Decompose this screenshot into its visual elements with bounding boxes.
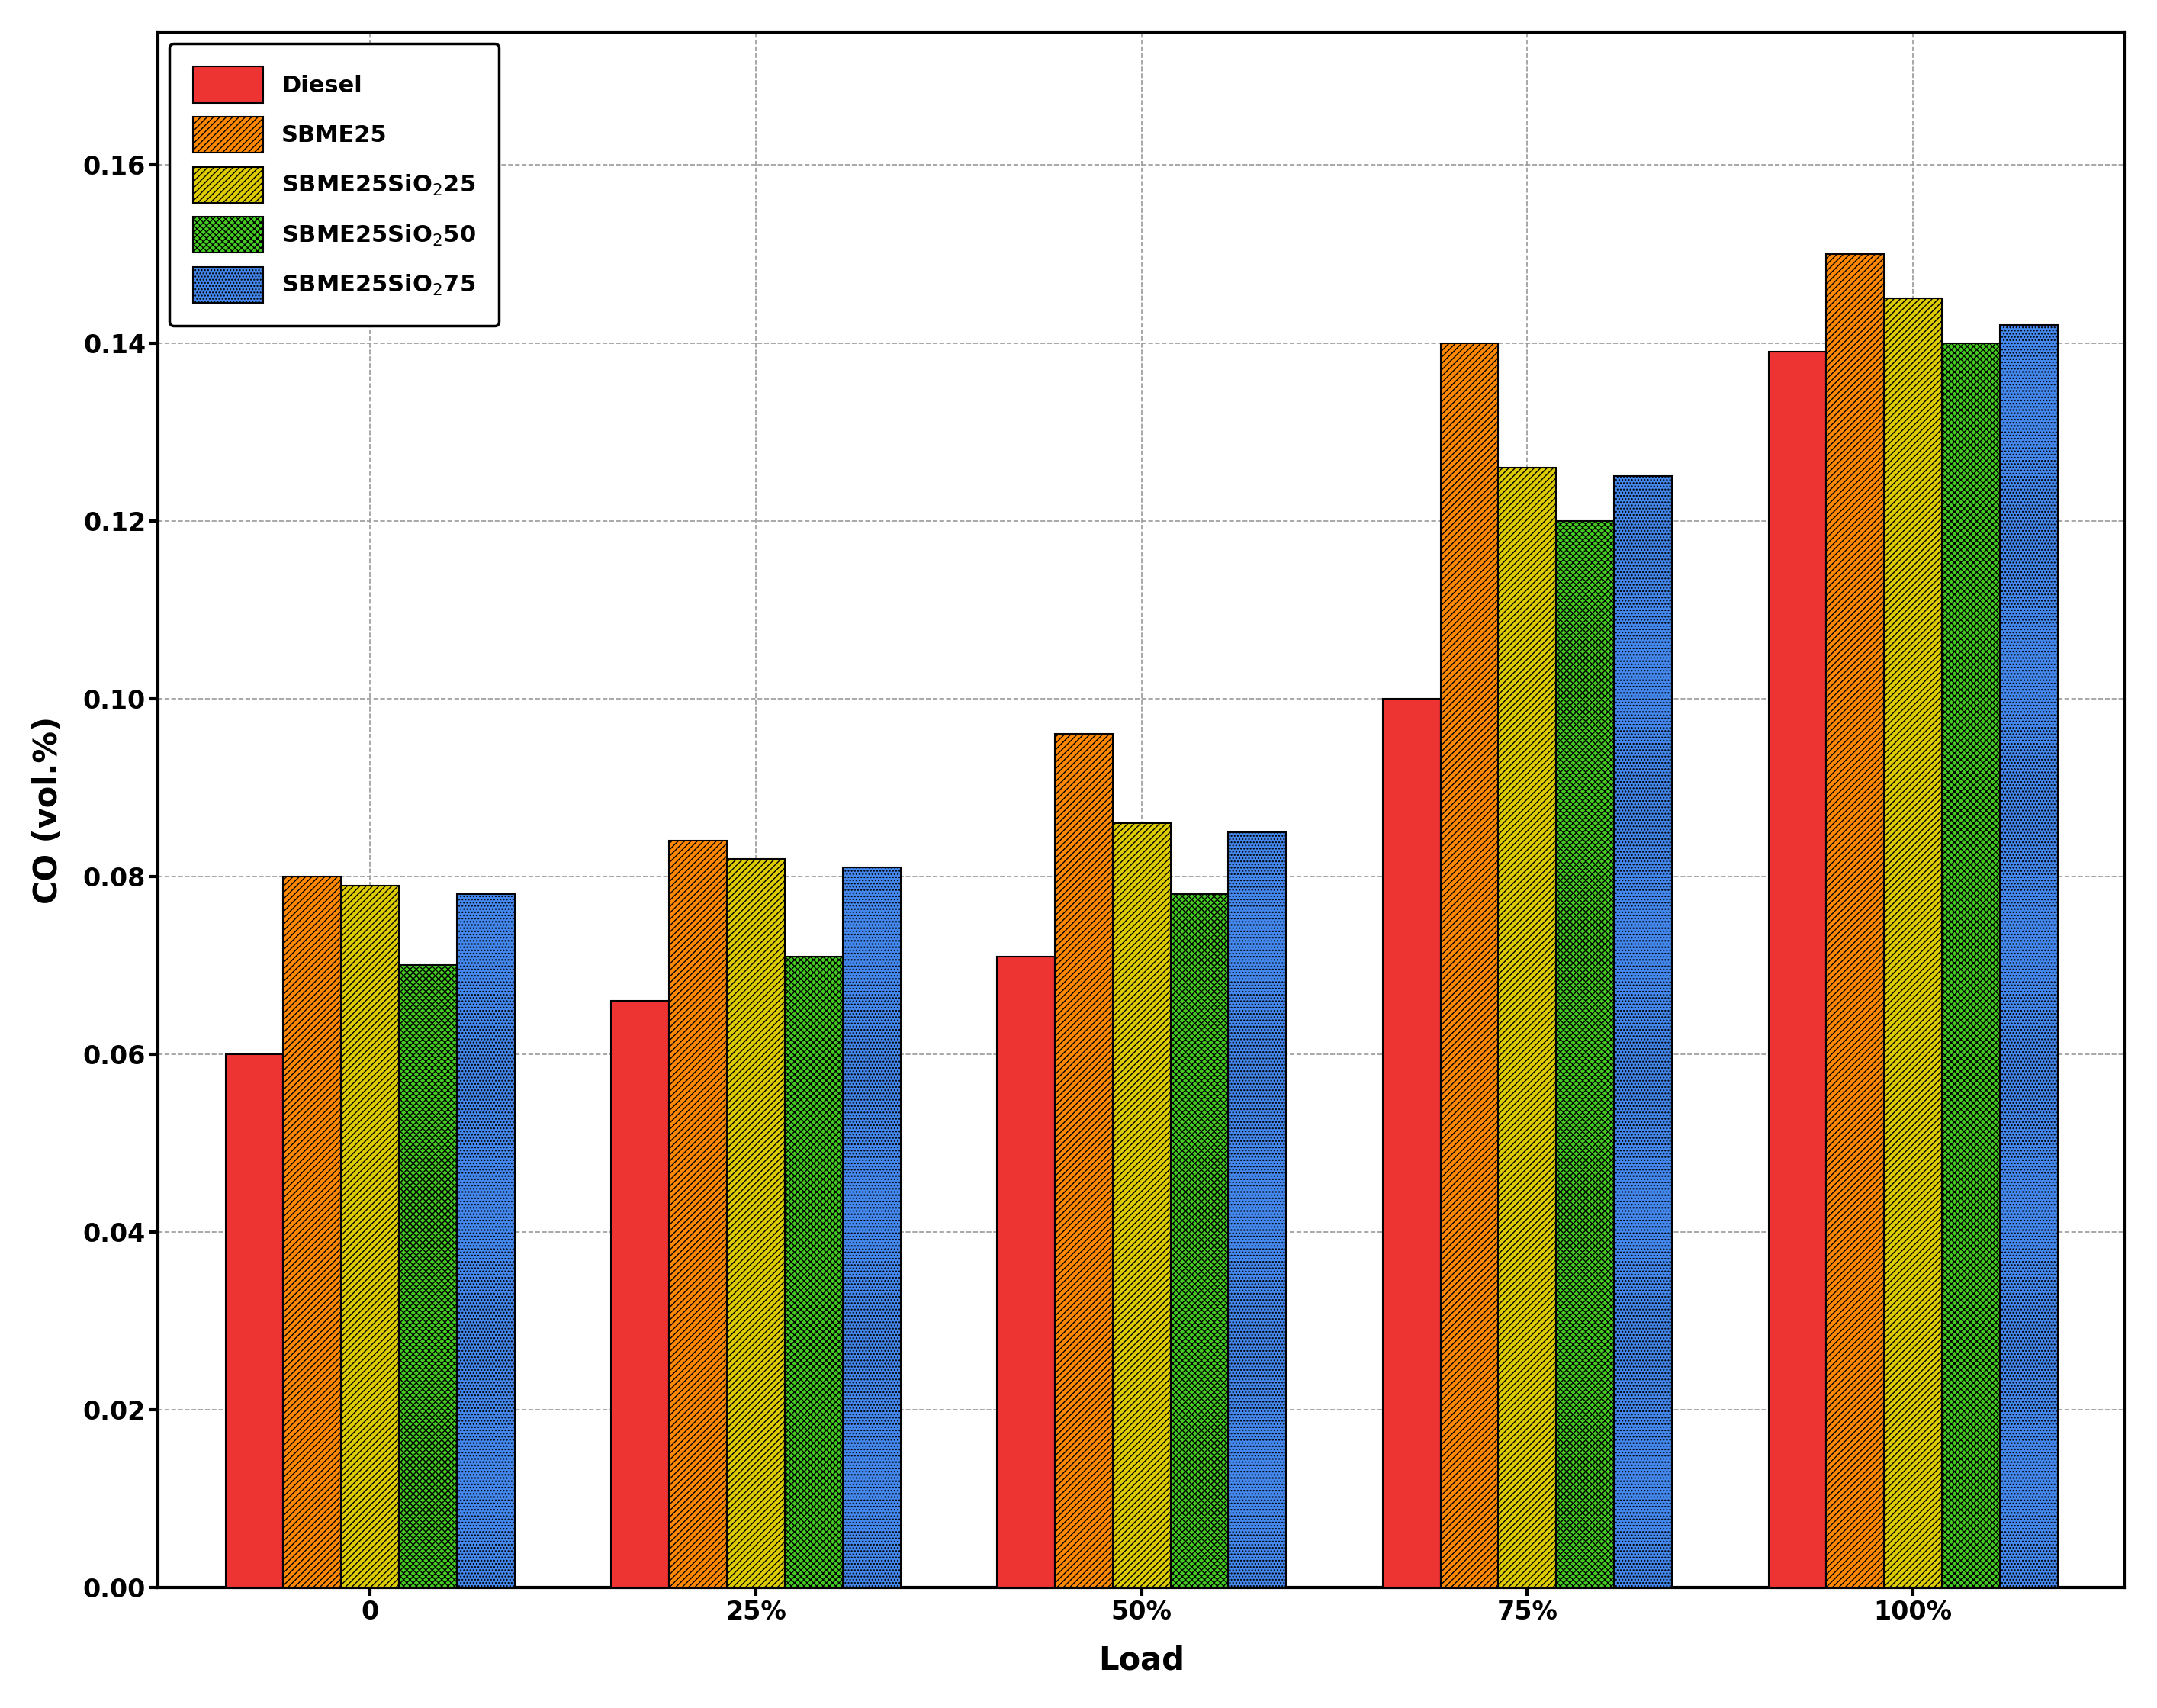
Bar (997, 956, 1055, 1588)
Bar (1883, 299, 1941, 1588)
Bar (399, 965, 457, 1588)
Bar (1941, 343, 2000, 1588)
Bar (1827, 254, 1883, 1588)
Bar (669, 840, 727, 1588)
Bar (1555, 521, 1613, 1588)
Bar (1113, 823, 1171, 1588)
Bar (1499, 468, 1555, 1588)
Bar (610, 1001, 669, 1588)
Bar (341, 885, 399, 1588)
Bar (1769, 352, 1827, 1588)
Bar (224, 1054, 283, 1588)
Bar (727, 859, 785, 1588)
Bar (2000, 325, 2058, 1588)
X-axis label: Load: Load (1098, 1645, 1184, 1676)
Bar (1171, 895, 1227, 1588)
Bar (457, 895, 516, 1588)
Bar (785, 956, 843, 1588)
Bar (1383, 699, 1441, 1588)
Bar (843, 868, 899, 1588)
Bar (1227, 832, 1286, 1588)
Bar (1441, 343, 1499, 1588)
Y-axis label: CO (vol.%): CO (vol.%) (32, 716, 65, 904)
Bar (1055, 734, 1113, 1588)
Legend: Diesel, SBME25, SBME25SiO$_2$25, SBME25SiO$_2$50, SBME25SiO$_2$75: Diesel, SBME25, SBME25SiO$_2$25, SBME25S… (170, 43, 498, 326)
Bar (1613, 477, 1672, 1588)
Bar (283, 876, 341, 1588)
